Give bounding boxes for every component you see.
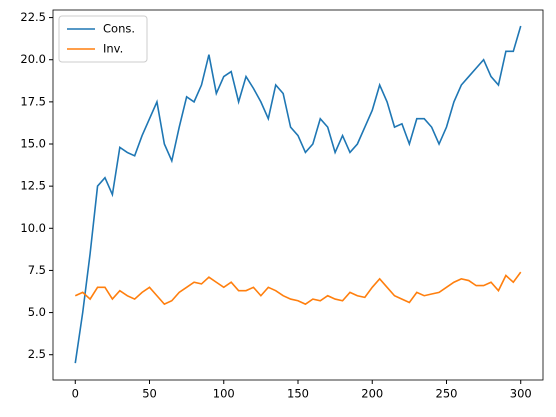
y-tick-label: 17.5 [20, 94, 46, 108]
y-tick-label: 15.0 [20, 137, 46, 151]
y-tick-label: 20.0 [20, 52, 46, 66]
legend-label: Inv. [103, 42, 123, 56]
y-tick-label: 12.5 [20, 179, 46, 193]
line-series [74, 271, 522, 306]
y-tick-label: 5.0 [28, 305, 46, 319]
legend-label: Cons. [103, 22, 135, 36]
x-tick-label: 100 [213, 387, 235, 401]
x-tick-label: 0 [72, 387, 79, 401]
x-tick-label: 150 [287, 387, 309, 401]
x-tick-label: 50 [142, 387, 157, 401]
y-tick-label: 2.5 [28, 347, 46, 361]
y-tick-label: 10.0 [20, 221, 46, 235]
y-tick-label: 22.5 [20, 10, 46, 24]
legend-box [58, 15, 148, 63]
line-series [74, 25, 522, 364]
x-tick-label: 250 [436, 387, 458, 401]
x-tick-label: 200 [361, 387, 383, 401]
axes-frame [52, 9, 544, 381]
x-tick-label: 300 [510, 387, 532, 401]
y-tick-label: 7.5 [28, 263, 46, 277]
